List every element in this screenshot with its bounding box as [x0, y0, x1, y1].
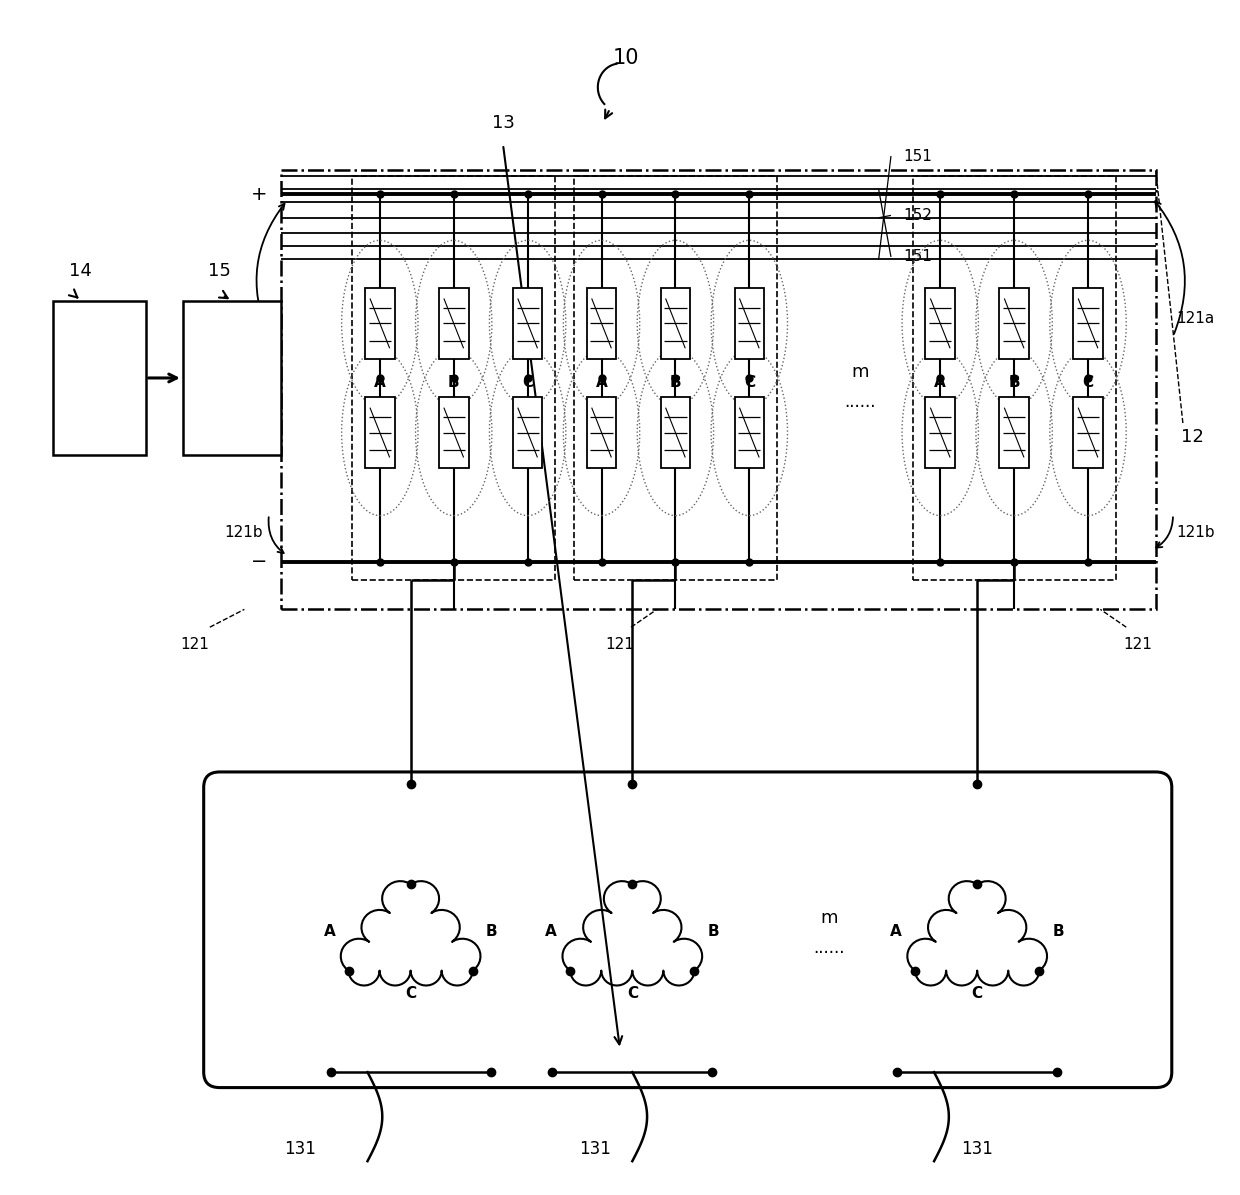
Text: B: B [486, 924, 497, 939]
Text: A: A [324, 924, 336, 939]
Bar [574, 176, 777, 580]
Text: 15: 15 [208, 262, 231, 280]
Text: 12: 12 [1182, 428, 1204, 446]
Text: B: B [670, 375, 681, 391]
Text: 121: 121 [181, 637, 210, 652]
Bar [661, 288, 691, 358]
Text: B: B [708, 924, 719, 939]
Text: 152: 152 [903, 208, 932, 223]
Bar [925, 397, 955, 468]
Bar [365, 288, 394, 358]
Text: m: m [821, 909, 838, 927]
Text: ......: ...... [844, 393, 875, 411]
Text: m: m [852, 363, 869, 381]
Text: 控制器: 控制器 [84, 369, 114, 387]
Text: 151: 151 [903, 148, 932, 164]
Bar [439, 397, 469, 468]
Text: +: + [250, 184, 268, 203]
Text: 131: 131 [284, 1140, 316, 1158]
Text: 151: 151 [903, 250, 932, 264]
Bar [53, 301, 146, 455]
Text: B: B [1053, 924, 1064, 939]
Text: 121b: 121b [1177, 525, 1215, 540]
Text: 121b: 121b [224, 525, 263, 540]
Bar [281, 171, 1156, 609]
Text: A: A [890, 924, 901, 939]
Text: A: A [935, 375, 946, 391]
Bar [734, 397, 764, 468]
Bar [352, 176, 556, 580]
Text: C: C [405, 986, 417, 1001]
Text: 131: 131 [579, 1140, 611, 1158]
Bar [999, 397, 1029, 468]
Bar [734, 288, 764, 358]
Bar [513, 288, 542, 358]
Text: B: B [448, 375, 460, 391]
Bar [999, 288, 1029, 358]
Text: ......: ...... [813, 938, 846, 956]
Bar [1074, 397, 1102, 468]
Bar [182, 301, 281, 455]
Text: A: A [595, 375, 608, 391]
Text: 131: 131 [961, 1140, 993, 1158]
Bar [925, 288, 955, 358]
FancyBboxPatch shape [203, 772, 1172, 1087]
Bar [913, 176, 1116, 580]
Text: 13: 13 [491, 114, 515, 131]
Text: 121: 121 [1123, 637, 1152, 652]
Text: C: C [744, 375, 755, 391]
Text: 121: 121 [605, 637, 635, 652]
Text: 10: 10 [613, 48, 640, 68]
Text: B: B [1008, 375, 1021, 391]
Bar [661, 397, 691, 468]
Text: 121a: 121a [224, 311, 263, 326]
Text: 121a: 121a [1177, 311, 1215, 326]
Text: C: C [1083, 375, 1094, 391]
Text: 触发电路: 触发电路 [213, 370, 250, 386]
Text: A: A [546, 924, 557, 939]
Bar [365, 397, 394, 468]
Bar [587, 397, 616, 468]
Text: A: A [374, 375, 386, 391]
Bar [1074, 288, 1102, 358]
Bar [513, 397, 542, 468]
Text: C: C [972, 986, 983, 1001]
Bar [439, 288, 469, 358]
Text: C: C [522, 375, 533, 391]
Bar [587, 288, 616, 358]
Text: C: C [626, 986, 637, 1001]
Text: −: − [250, 552, 268, 571]
Text: 14: 14 [69, 262, 92, 280]
